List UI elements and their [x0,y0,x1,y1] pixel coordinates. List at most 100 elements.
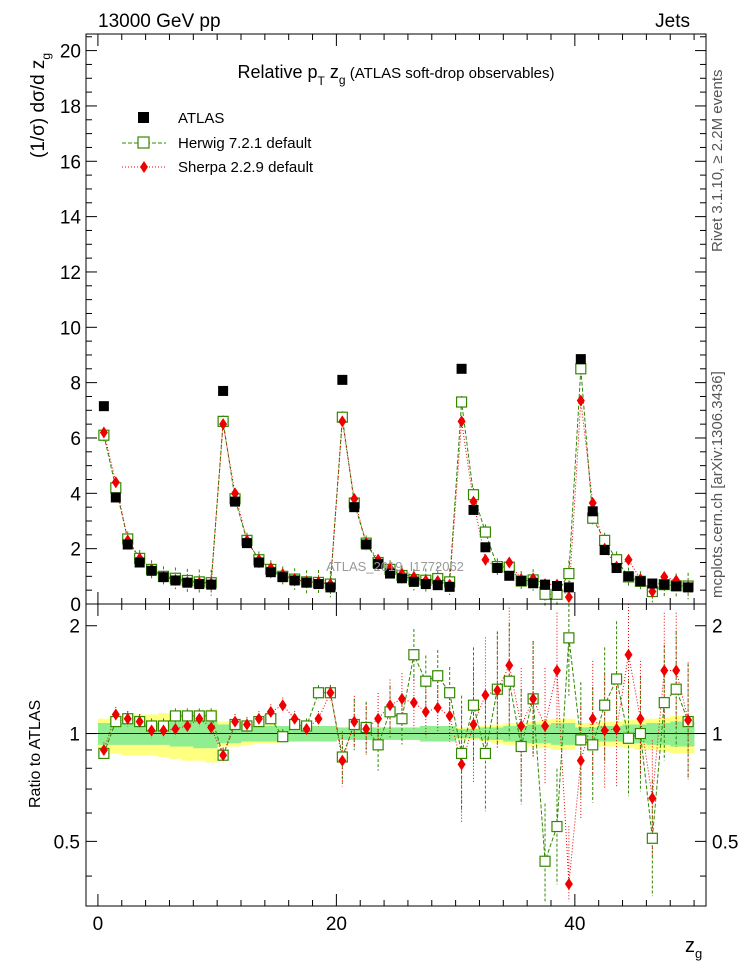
sherpa-ratio-point [123,712,132,725]
atlas-point [182,577,193,588]
sherpa-point [505,556,514,569]
herwig-ratio-point [205,710,217,722]
main-panel: 0 2 4 6 8 10 12 14 16 18 20 [60,33,707,616]
atlas-point [361,539,372,550]
herwig-point [479,526,492,538]
ratio-tick-label-right: 1 [712,725,723,746]
herwig-ratio-point [467,699,480,711]
atlas-point [265,567,276,578]
sherpa-ratio-point [266,705,275,718]
sherpa-ratio-point [99,743,108,756]
sherpa-ratio-point [159,724,168,737]
atlas-point [540,579,551,590]
ratio-tick-label: 1 [69,725,80,746]
atlas-point [504,570,515,581]
ratio-tick-label-right: 2 [712,617,723,638]
herwig-ratio-point [503,675,515,687]
legend-herwig-label: Herwig 7.2.1 default [178,135,312,152]
sherpa-ratio-point [290,712,299,725]
y-tick-label: 18 [60,97,81,118]
sherpa-ratio-point [135,715,144,728]
atlas-point [134,557,145,568]
atlas-point [98,401,109,412]
atlas-point [671,581,682,592]
herwig-ratio-point [408,649,420,661]
sherpa-point [481,553,490,566]
atlas-point [647,578,658,589]
sherpa-point [588,497,597,510]
atlas-point [432,580,443,591]
sherpa-ratio-point [242,718,251,731]
sherpa-ratio-point [505,659,514,672]
atlas-point [146,565,157,576]
atlas-point [110,492,121,503]
x-tick-label: 40 [564,914,585,935]
sherpa-ratio-point [183,719,192,732]
sherpa-ratio-point [302,722,311,735]
herwig-ratio-point [169,710,182,722]
herwig-point [575,363,587,375]
ratio-tick-label: 0.5 [54,832,80,853]
rivet-version-label: Rivet 3.1.10, ≥ 2.2M events [709,70,726,253]
legend-atlas-marker [138,112,149,123]
atlas-point [444,581,455,592]
atlas-point [206,579,217,590]
herwig-ratio-point [479,747,492,760]
energy-label: 13000 GeV pp [98,11,221,32]
atlas-point [230,496,241,507]
atlas-point [635,576,646,587]
sherpa-ratio-point [541,719,550,732]
sherpa-point [576,394,585,407]
sherpa-ratio-point [457,758,466,771]
sherpa-ratio-point [409,696,418,709]
herwig-ratio-point [396,713,408,725]
y-tick-label: 4 [70,484,81,505]
sherpa-point [648,585,657,598]
herwig-ratio-point [646,832,658,844]
sherpa-ratio-point [481,689,490,702]
sherpa-ratio-point [517,719,526,732]
sherpa-ratio-point [612,722,621,735]
atlas-point [218,385,229,396]
herwig-ratio-point [622,732,635,744]
atlas-point [313,579,324,590]
sherpa-ratio-point [469,718,478,731]
y-axis-label: (1/σ) dσ/d zg [28,53,53,158]
sherpa-ratio-point [350,715,359,728]
atlas-point [277,572,288,583]
herwig-ratio-point [181,710,193,722]
atlas-point [480,542,491,553]
atlas-point [587,506,598,517]
herwig-ratio-point [551,820,563,833]
sherpa-point [469,495,478,508]
sherpa-point [338,415,347,428]
sherpa-ratio-point [207,721,216,734]
sherpa-ratio-point [529,692,538,705]
herwig-ratio-point [599,699,611,711]
sherpa-ratio-point [326,686,335,699]
ratio-axis-label: Ratio to ATLAS [27,700,44,808]
sherpa-ratio-point [552,664,561,677]
y-tick-label: 2 [70,540,81,561]
atlas-point [563,582,574,593]
atlas-point [492,563,503,574]
y-tick-label: 20 [60,42,81,63]
atlas-point [611,563,622,574]
sherpa-ratio-point [254,712,263,725]
herwig-ratio-point [563,632,575,644]
y-tick-label: 8 [70,374,81,395]
atlas-point [122,539,133,550]
sherpa-point [219,418,228,431]
sherpa-ratio-point [171,722,180,735]
atlas-point [170,575,181,586]
ratio-band-inner [193,720,206,749]
sherpa-ratio-point [397,692,406,705]
sherpa-ratio-point [660,664,669,677]
sherpa-ratio-point [576,754,585,767]
sherpa-ratio-point [421,705,430,718]
sherpa-ratio-point [111,708,120,721]
sherpa-point [350,492,359,505]
sherpa-ratio-point [433,701,442,714]
atlas-point [468,504,479,515]
atlas-point [408,576,419,587]
